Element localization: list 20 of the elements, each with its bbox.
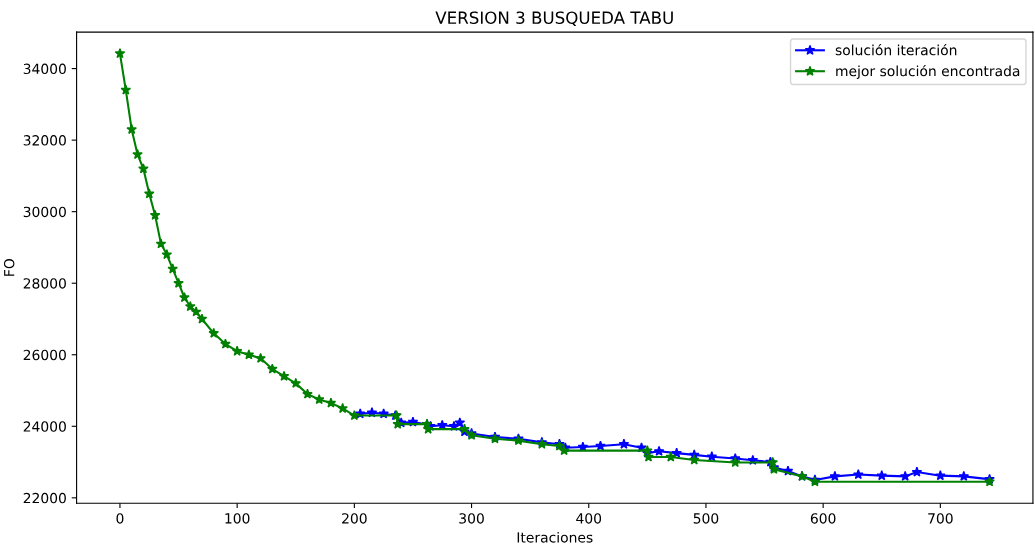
chart-title: VERSION 3 BUSQUEDA TABU [435, 11, 673, 26]
x-tick-label: 500 [693, 513, 719, 524]
x-tick-label: 300 [459, 513, 484, 524]
x-tick-label: 100 [225, 513, 250, 524]
y-tick-label: 34000 [23, 63, 66, 75]
y-axis-title: FO [3, 258, 15, 276]
y-tick-label: 28000 [23, 278, 66, 289]
x-tick-label: 0 [116, 513, 124, 524]
y-tick-label: 22000 [23, 492, 66, 504]
x-axis-title: Iteraciones [517, 531, 593, 543]
legend-label: solución iteración [835, 44, 957, 56]
x-tick-label: 600 [810, 513, 836, 524]
x-tick-label: 700 [928, 513, 953, 524]
x-tick-label: 200 [342, 513, 367, 524]
x-tick-label: 400 [576, 513, 602, 524]
legend-label: mejor solución encontrada [836, 64, 1020, 79]
y-tick-label: 26000 [23, 349, 66, 361]
y-tick-label: 30000 [23, 206, 66, 218]
y-tick-label: 32000 [23, 135, 66, 146]
y-tick-label: 24000 [23, 421, 66, 432]
